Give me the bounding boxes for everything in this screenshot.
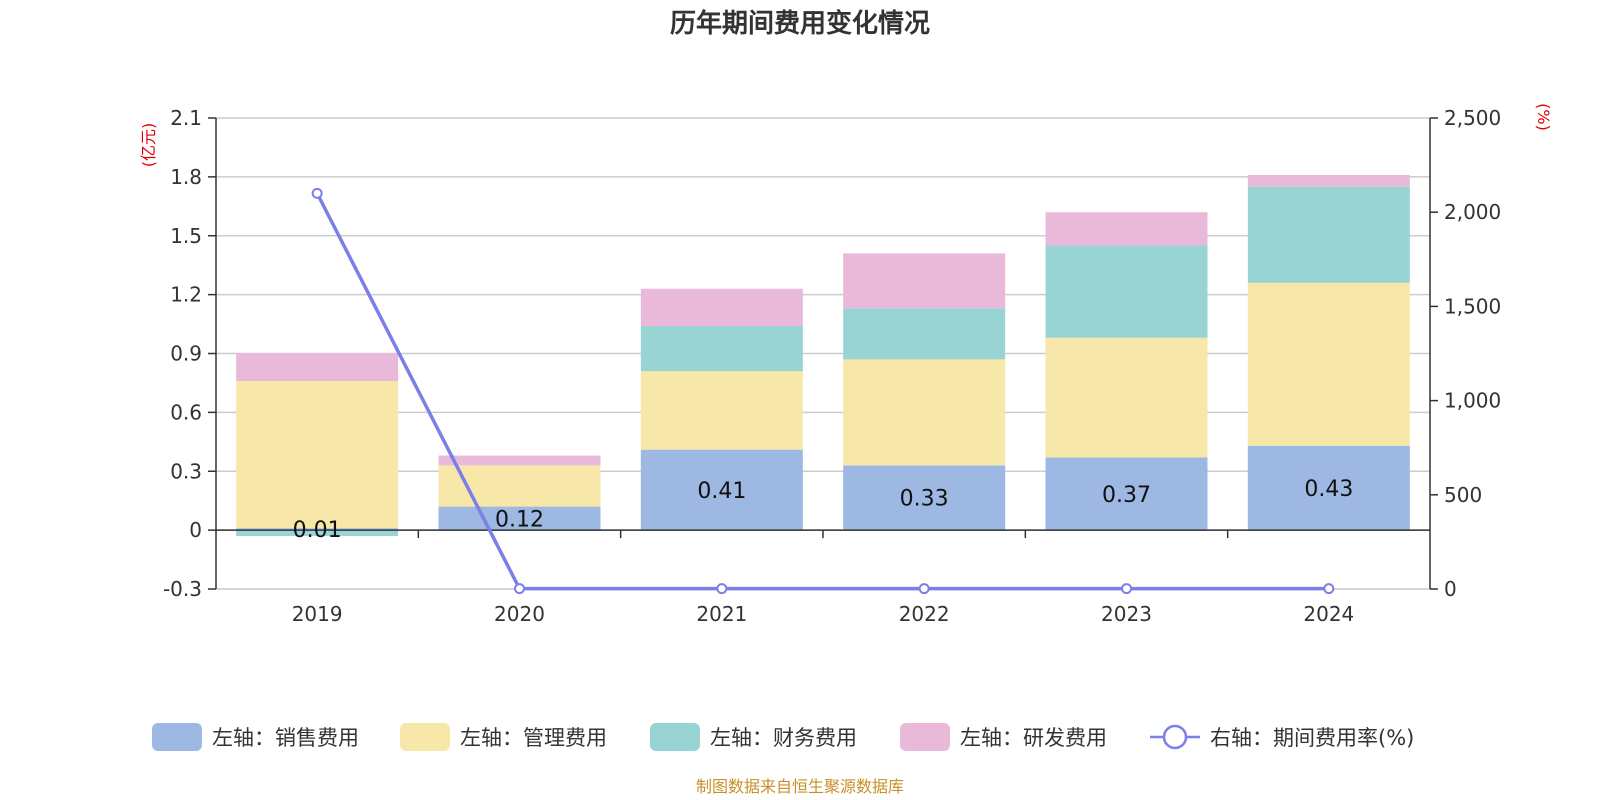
- legend-item-3[interactable]: 左轴：研发费用: [900, 723, 1107, 751]
- legend-label: 左轴：销售费用: [212, 726, 359, 750]
- legend-item-1[interactable]: 左轴：管理费用: [400, 723, 607, 751]
- legend-label: 左轴：管理费用: [460, 726, 607, 750]
- legend-swatch: [400, 723, 450, 751]
- right-tick-label: 2,000: [1444, 200, 1501, 224]
- source-note: 制图数据来自恒生聚源数据库: [696, 777, 904, 796]
- bar-segment-s0-2019: [236, 528, 399, 531]
- bar-segment-s2-2023: [1045, 245, 1208, 338]
- data-label-2023: 0.37: [1102, 483, 1151, 508]
- left-tick-label: 0.6: [170, 400, 202, 424]
- rate-point-2020: [514, 583, 525, 595]
- bar-segment-s3-2021: [640, 288, 803, 327]
- x-axis-ticks: 2019 2020 2021 2022 2023 2024: [292, 602, 1355, 626]
- bar-segment-s1-2021: [640, 371, 803, 450]
- right-axis-unit: (%): [1534, 103, 1553, 131]
- rate-point-2022: [918, 583, 930, 595]
- chart-title: 历年期间费用变化情况: [670, 8, 930, 39]
- legend-label: 左轴：财务费用: [710, 726, 857, 750]
- left-tick-label: 0: [189, 518, 202, 542]
- rate-point-2023: [1121, 583, 1132, 595]
- bar-series: [236, 174, 1410, 537]
- legend-item-0[interactable]: 左轴：销售费用: [152, 723, 359, 751]
- bar-segment-s3-2022: [843, 253, 1006, 309]
- bar-segment-s2-2021: [640, 326, 803, 372]
- x-tick-label: 2024: [1303, 602, 1354, 626]
- legend-label: 左轴：研发费用: [960, 726, 1107, 750]
- right-axis-ticks: 2,500 2,000 1,500 1,000 500 0: [1430, 106, 1501, 601]
- legend-marker: [1162, 724, 1188, 750]
- bar-segment-s1-2022: [843, 359, 1006, 466]
- left-tick-label: 2.1: [170, 106, 202, 130]
- bar-segment-s1-2019: [236, 380, 399, 529]
- data-labels: 0.01 0.12 0.41 0.33 0.37 0.43: [293, 477, 1354, 543]
- legend-item-2[interactable]: 左轴：财务费用: [650, 723, 857, 751]
- left-tick-label: 0.3: [170, 459, 202, 483]
- bar-segment-s3-2023: [1045, 212, 1208, 246]
- data-label-2019: 0.01: [293, 518, 342, 543]
- bar-segment-s0-2022: [843, 465, 1006, 531]
- bar-segment-s3-2020: [438, 455, 601, 466]
- data-label-2022: 0.33: [900, 487, 949, 512]
- bar-segment-s2-2019: [236, 530, 399, 537]
- legend-label: 右轴：期间费用率(%): [1210, 726, 1414, 750]
- legend-swatch: [152, 723, 202, 751]
- bar-segment-s0-2024: [1247, 445, 1410, 531]
- left-axis-ticks: 2.1 1.8 1.5 1.2 0.9 0.6 0.3 0 -0.3: [163, 106, 216, 601]
- x-tick-label: 2022: [899, 602, 950, 626]
- x-tick-label: 2019: [292, 602, 343, 626]
- legend-item-4[interactable]: 右轴：期间费用率(%): [1150, 724, 1414, 750]
- left-tick-label: 1.5: [170, 224, 202, 248]
- legend-swatch: [900, 723, 950, 751]
- legend-swatch: [650, 723, 700, 751]
- right-tick-label: 1,000: [1444, 389, 1501, 413]
- left-tick-label: 0.9: [170, 342, 202, 366]
- rate-line: [315, 192, 1329, 591]
- bar-segment-s1-2020: [438, 465, 601, 507]
- data-label-2021: 0.41: [697, 479, 746, 504]
- data-label-2024: 0.43: [1304, 477, 1353, 502]
- left-tick-label: -0.3: [163, 577, 202, 601]
- left-tick-label: 1.2: [170, 283, 202, 307]
- rate-line-series: [311, 187, 1335, 595]
- bar-segment-s3-2024: [1247, 174, 1410, 187]
- bar-segment-s1-2023: [1045, 337, 1208, 458]
- bar-segment-s1-2024: [1247, 282, 1410, 446]
- rate-point-2021: [716, 583, 728, 595]
- bar-segment-s2-2022: [843, 308, 1006, 360]
- left-tick-label: 1.8: [170, 165, 202, 189]
- legend: 左轴：销售费用 左轴：管理费用 左轴：财务费用 左轴：研发费用 右轴：期间费用率(%): [152, 723, 1414, 751]
- left-axis-unit: (亿元): [139, 123, 158, 168]
- x-tick-label: 2023: [1101, 602, 1152, 626]
- data-label-2020: 0.12: [495, 507, 544, 532]
- rate-point-2024: [1323, 583, 1335, 595]
- right-tick-label: 2,500: [1444, 106, 1501, 130]
- bar-segment-s0-2021: [640, 449, 803, 531]
- bar-segment-s3-2019: [236, 353, 399, 381]
- right-tick-label: 1,500: [1444, 294, 1501, 318]
- right-tick-label: 500: [1444, 483, 1482, 507]
- bar-segment-s0-2023: [1045, 457, 1208, 531]
- right-tick-label: 0: [1444, 577, 1457, 601]
- x-tick-label: 2020: [494, 602, 545, 626]
- x-tick-label: 2021: [696, 602, 747, 626]
- bar-segment-s2-2024: [1247, 186, 1410, 283]
- rate-point-2019: [311, 187, 323, 199]
